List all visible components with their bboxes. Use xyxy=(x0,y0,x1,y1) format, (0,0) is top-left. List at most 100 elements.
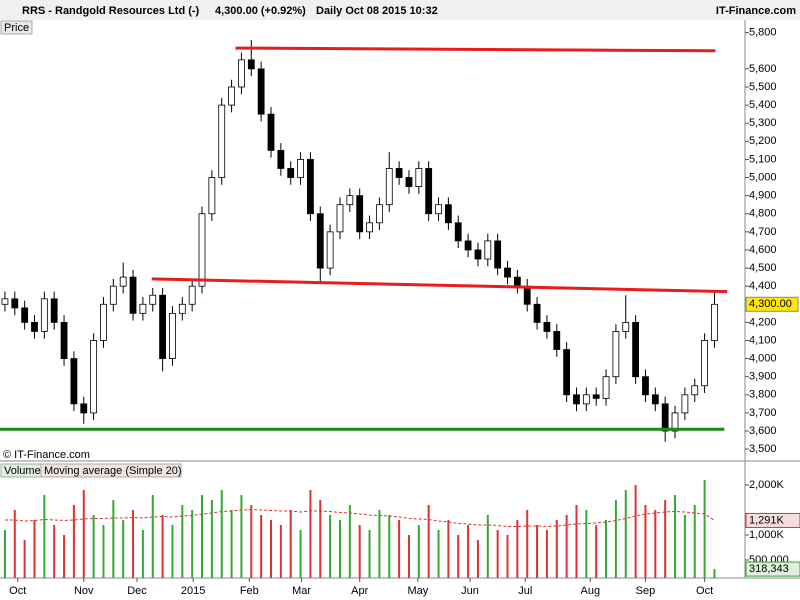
volume-bar xyxy=(388,515,391,578)
volume-bar xyxy=(102,525,105,578)
y-tick-label: 4,800 xyxy=(749,208,777,220)
candle-body xyxy=(21,307,29,323)
candle-body xyxy=(267,113,275,151)
candle-body xyxy=(612,331,620,378)
candle-body xyxy=(346,195,354,206)
candle-body xyxy=(129,276,137,314)
candle-body xyxy=(198,213,206,287)
volume-bar xyxy=(240,495,243,578)
volume-bar xyxy=(23,540,26,578)
candle-body xyxy=(573,394,580,405)
y-tick-label: 2,000K xyxy=(749,479,785,491)
candle-body xyxy=(11,298,19,309)
y-tick-label: 5,300 xyxy=(749,117,777,129)
volume-bar xyxy=(191,510,194,578)
site: IT-Finance.com xyxy=(716,5,796,17)
y-tick-label: 4,500 xyxy=(749,262,777,274)
volume-bar xyxy=(210,500,213,578)
x-tick-label: 2015 xyxy=(181,585,205,597)
volume-bar xyxy=(457,535,460,578)
candle-body xyxy=(80,403,88,414)
x-tick-label: Nov xyxy=(74,585,94,597)
candle-body xyxy=(40,298,48,332)
volume-bar xyxy=(585,510,588,578)
candle-body xyxy=(494,240,502,269)
volume-bar xyxy=(151,495,154,578)
volume-bar xyxy=(605,520,608,578)
volume-bar xyxy=(260,515,263,578)
volume-bar xyxy=(398,520,401,578)
volume-bar xyxy=(171,525,174,578)
volume-bar xyxy=(230,510,233,578)
volume-bar xyxy=(368,530,371,578)
candle-body xyxy=(691,385,699,396)
x-tick-label: Jul xyxy=(518,585,532,597)
candle-body xyxy=(405,177,413,187)
panel-label-box xyxy=(0,20,33,35)
y-tick-label: 5,500 xyxy=(749,81,777,93)
volume-bar xyxy=(289,510,292,578)
volume-bar xyxy=(664,500,667,578)
y-tick-label: 3,500 xyxy=(749,443,777,455)
volume-bar xyxy=(250,505,253,578)
candle-body xyxy=(326,231,334,269)
volume-bar xyxy=(417,525,420,578)
y-tick-label: 5,000 xyxy=(749,171,777,183)
header-bar xyxy=(0,0,800,20)
volume-bar xyxy=(595,525,598,578)
candle-body xyxy=(661,403,669,432)
candle-body xyxy=(316,213,324,269)
volume-bar xyxy=(536,525,539,578)
candle-body xyxy=(149,294,157,305)
y-tick-label: 5,100 xyxy=(749,153,777,165)
volume-bar xyxy=(112,500,115,578)
candle-body xyxy=(711,303,718,341)
candle-body xyxy=(307,159,314,215)
volume-bar xyxy=(614,500,617,578)
volume-bar xyxy=(329,515,332,578)
y-tick-label: 4,100 xyxy=(749,334,777,346)
candle-body xyxy=(90,340,98,414)
candle-body xyxy=(444,204,452,224)
volume-bar xyxy=(476,540,479,578)
candle-body xyxy=(277,149,285,169)
x-tick-label: Dec xyxy=(127,585,147,597)
value-label: 318,343 xyxy=(749,563,789,575)
x-tick-label: Apr xyxy=(351,585,368,597)
candle-body xyxy=(375,204,383,224)
volume-bar xyxy=(348,505,351,578)
volume-bar xyxy=(13,510,16,578)
volume-bar xyxy=(526,510,529,578)
candle-body xyxy=(671,412,679,432)
candle-body xyxy=(208,177,216,215)
volume-bar xyxy=(555,520,558,578)
candle-body xyxy=(533,303,541,323)
candle-body xyxy=(287,168,295,178)
candle-body xyxy=(642,376,649,396)
candle-body xyxy=(513,276,521,287)
candle-body xyxy=(159,294,166,360)
candle-body xyxy=(632,321,640,378)
volume-bar xyxy=(407,535,410,578)
candle-body xyxy=(178,303,186,314)
candle-body xyxy=(553,331,561,350)
y-tick-label: 4,000 xyxy=(749,353,777,365)
volume-bar xyxy=(703,480,706,578)
candle-body xyxy=(504,267,511,278)
volume-bar xyxy=(516,520,519,578)
candle-body xyxy=(474,249,482,260)
candle-body xyxy=(415,168,423,187)
volume-bar xyxy=(141,530,144,578)
candle-body xyxy=(100,303,107,341)
candle-body xyxy=(169,312,176,360)
candle-body xyxy=(651,394,659,405)
volume-bar xyxy=(319,500,322,578)
volume-bar xyxy=(378,510,381,578)
period: Daily Oct 08 2015 10:32 xyxy=(316,5,438,17)
x-tick-label: Jun xyxy=(461,585,479,597)
moving-average-line xyxy=(4,508,715,528)
volume-bar xyxy=(496,530,499,578)
x-tick-label: Sep xyxy=(636,585,656,597)
candle-body xyxy=(592,394,600,399)
